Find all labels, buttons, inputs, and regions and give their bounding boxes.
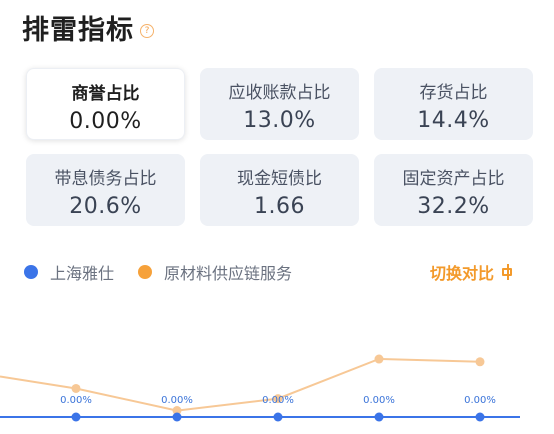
card-goodwill-ratio[interactable]: 商誉占比 0.00%: [26, 68, 185, 140]
data-label-company: 0.00%: [262, 395, 294, 406]
card-label: 商誉占比: [71, 84, 140, 104]
card-value: 20.6%: [69, 194, 142, 219]
legend-label: 上海雅仕: [50, 264, 115, 283]
data-label-company: 0.00%: [60, 395, 92, 406]
legend-item-industry[interactable]: 原材料供应链服务: [138, 260, 292, 284]
card-value: 32.2%: [417, 194, 490, 219]
page-title: 排雷指标: [22, 15, 134, 46]
data-point-company: [475, 412, 485, 422]
card-cash-short-debt-ratio[interactable]: 现金短债比 1.66: [200, 154, 359, 226]
legend-dot: [24, 265, 38, 279]
data-point-industry: [475, 357, 485, 367]
data-point-industry: [273, 394, 283, 404]
data-point-industry: [374, 354, 384, 364]
compare-toggle-icon: [500, 264, 516, 280]
card-interest-debt-ratio[interactable]: 带息债务占比 20.6%: [26, 154, 185, 226]
card-inventory-ratio[interactable]: 存货占比 14.4%: [374, 68, 533, 140]
data-point-company: [374, 412, 384, 422]
data-point-company: [273, 412, 283, 422]
data-label-company: 0.00%: [464, 395, 496, 406]
legend-label: 原材料供应链服务: [164, 264, 293, 283]
card-fixed-assets-ratio[interactable]: 固定资产占比 32.2%: [374, 154, 533, 226]
card-value: 0.00%: [69, 109, 142, 134]
card-label: 存货占比: [419, 83, 488, 103]
data-label-company: 0.00%: [161, 395, 193, 406]
question-mark-icon[interactable]: ?: [140, 23, 154, 38]
card-value: 13.0%: [243, 108, 316, 133]
legend-item-company[interactable]: 上海雅仕: [24, 260, 114, 284]
card-label: 带息债务占比: [54, 169, 157, 189]
card-label: 现金短债比: [237, 169, 322, 189]
card-receivables-ratio[interactable]: 应收账款占比 13.0%: [200, 68, 359, 140]
card-label: 应收账款占比: [228, 83, 331, 103]
data-point-company: [172, 412, 182, 422]
section-header: 排雷指标 ?: [22, 8, 154, 47]
data-label-company: 0.00%: [363, 395, 395, 406]
data-point-industry: [71, 383, 81, 393]
series-line-industry: [0, 357, 481, 412]
switch-compare-button[interactable]: 切换对比: [430, 260, 516, 284]
card-value: 1.66: [254, 194, 305, 219]
card-label: 固定资产占比: [402, 169, 505, 189]
switch-label: 切换对比: [429, 264, 494, 283]
legend-dot: [138, 265, 153, 279]
chart-legend: 上海雅仕 原材料供应链服务: [24, 260, 316, 284]
data-point-company: [71, 412, 81, 422]
card-value: 14.4%: [417, 108, 490, 133]
data-point-industry: [172, 406, 182, 416]
